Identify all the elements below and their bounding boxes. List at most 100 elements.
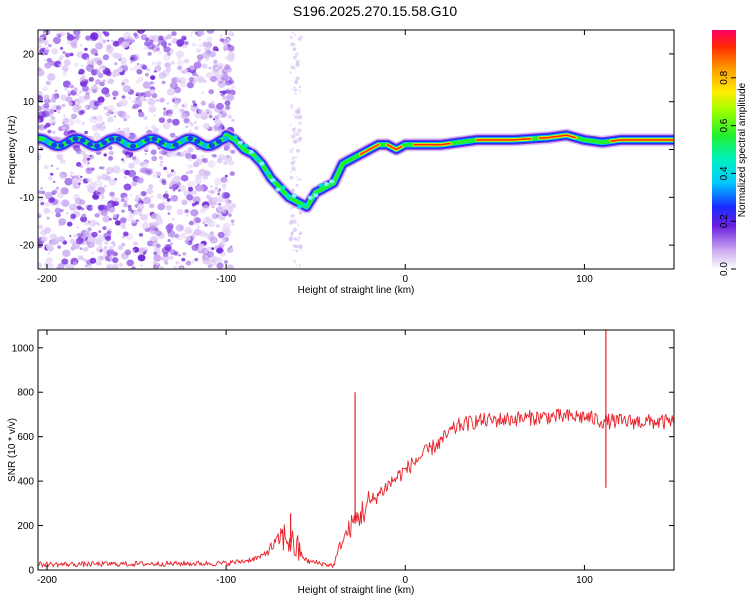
noise-blob [43,48,50,54]
noise-blob [137,203,145,210]
noise-blob [84,160,91,166]
noise-blob [128,132,136,140]
noise-blob [48,43,52,48]
ridge-speck [302,203,308,208]
noise-blob [170,169,175,173]
noise-blob [142,81,151,89]
y-tick-label: 0 [28,566,34,577]
noise-blob [177,55,182,60]
noise-blob [190,104,194,108]
noise-blob [78,90,83,94]
noise-blob [38,262,43,268]
noise-blob [103,184,107,188]
noise-blob [298,232,301,236]
noise-blob [165,153,169,157]
noise-blob [294,109,299,114]
noise-blob [163,46,171,53]
noise-blob [202,204,210,211]
noise-blob [176,234,184,241]
noise-blob [147,51,152,56]
noise-blob [50,172,54,176]
noise-blob [293,127,297,130]
noise-blob [78,182,81,185]
noise-blob [134,98,143,105]
noise-blob [148,39,154,44]
noise-blob [86,177,93,183]
noise-blob [158,117,166,123]
noise-blob [148,184,154,189]
noise-blob [298,85,301,89]
noise-blob [100,209,108,216]
noise-blob [130,193,133,196]
noise-blob [183,68,188,73]
ridge-speck [264,171,270,175]
noise-blob [298,121,302,125]
noise-blob [72,233,78,238]
noise-blob [224,174,228,178]
noise-blob [70,203,75,209]
noise-blob [185,125,188,128]
noise-blob [66,34,74,41]
noise-blob [161,254,170,262]
noise-blob [216,48,219,52]
noise-blob [182,252,187,256]
noise-blob [156,193,163,199]
noise-blob [180,113,188,120]
noise-blob [148,203,155,209]
ridge-speck [248,149,254,154]
noise-blob [180,108,185,113]
noise-blob [128,96,132,100]
noise-blob [231,118,235,122]
noise-blob [55,186,60,190]
noise-blob [106,44,112,49]
noise-blob [125,154,130,159]
noise-blob [137,30,145,34]
noise-blob [169,81,178,90]
noise-blob [114,110,119,116]
noise-blob [228,160,235,166]
noise-blob [61,258,69,265]
noise-blob [60,31,66,37]
noise-blob [55,105,62,111]
noise-blob [76,226,79,229]
noise-blob [126,133,131,137]
noise-blob [165,170,169,174]
noise-blob [95,115,103,122]
noise-blob [155,99,160,102]
noise-blob [291,188,295,192]
noise-blob [54,207,62,214]
noise-blob [215,70,224,79]
noise-blob [161,180,167,186]
ridge-speck [291,193,297,198]
noise-blob [156,61,162,66]
noise-blob [293,86,296,89]
noise-blob [86,240,95,248]
ridge-speck [254,156,260,161]
noise-blob [57,111,61,114]
noise-blob [102,39,107,44]
noise-blob [180,174,189,182]
noise-blob [85,64,94,72]
noise-blob [97,256,102,261]
noise-blob [70,171,74,175]
noise-blob [170,60,176,65]
noise-blob [70,113,78,120]
y-tick-label: 10 [23,97,35,108]
noise-blob [38,36,46,44]
noise-blob [91,231,98,238]
noise-blob [297,114,303,120]
noise-blob [200,100,207,106]
ridge-speck [79,137,86,143]
ridge-speck [318,183,324,188]
noise-blob [118,262,123,267]
noise-blob [102,54,110,61]
colorbar-gradient [712,30,736,269]
noise-blob [295,156,298,159]
noise-blob [231,223,234,226]
noise-blob [184,209,189,214]
noise-blob [138,111,145,118]
snr-line [38,408,674,568]
noise-blob [59,158,66,164]
x-tick-label: 100 [576,274,593,285]
